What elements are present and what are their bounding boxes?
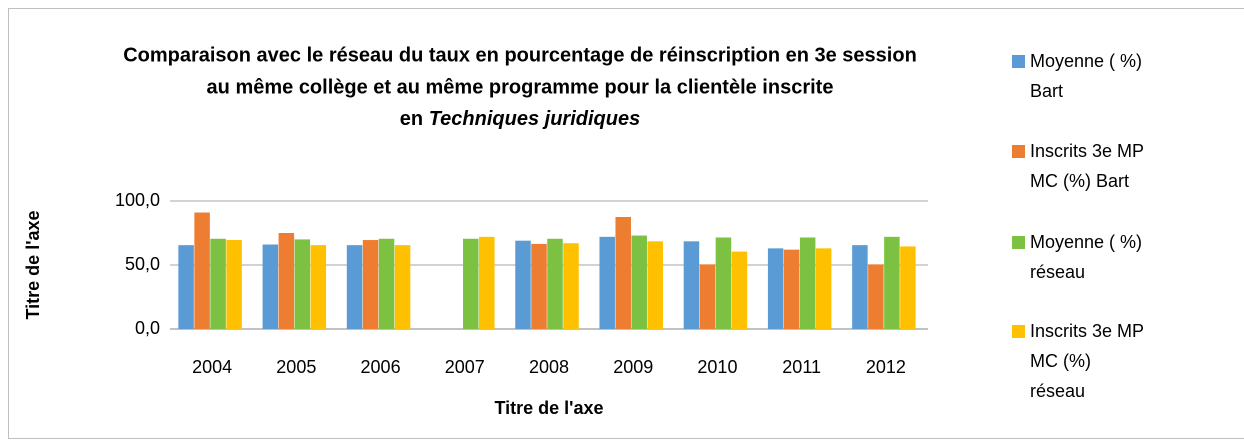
bar	[531, 243, 547, 329]
x-tick-label: 2004	[192, 357, 232, 377]
chart-title: en Techniques juridiques	[400, 108, 640, 130]
legend-label: Inscrits 3e MP MC (%) Bart	[1030, 141, 1144, 191]
chart-border	[8, 8, 1244, 439]
bar	[767, 248, 784, 329]
bar	[852, 245, 868, 329]
bar	[178, 245, 194, 329]
bar	[900, 246, 916, 329]
bar	[362, 240, 379, 329]
bar	[479, 236, 495, 329]
y-axis-title: Titre de l'axe	[23, 210, 43, 319]
chart-title-emphasis: Techniques juridiques	[429, 108, 641, 130]
bar	[210, 238, 226, 329]
x-tick-label: 2008	[529, 357, 569, 377]
bar	[226, 240, 242, 329]
x-tick-label: 2006	[361, 357, 401, 377]
bar	[647, 241, 663, 329]
chart-title: au même collège et au même programme pou…	[207, 76, 834, 98]
bar	[631, 235, 647, 329]
legend-swatch	[1012, 55, 1025, 68]
bar	[463, 238, 479, 329]
bar	[262, 244, 279, 329]
chart-title: en	[400, 108, 423, 130]
bar	[731, 251, 748, 329]
legend-swatch	[1012, 236, 1025, 249]
x-axis-title: Titre de l'axe	[494, 398, 603, 418]
chart-title: Comparaison avec le réseau du taux en po…	[123, 44, 917, 66]
bar	[547, 238, 563, 329]
bar	[563, 243, 579, 329]
bar	[346, 245, 363, 329]
y-tick-label: 0,0	[135, 318, 160, 338]
bar	[310, 245, 327, 329]
y-tick-label: 100,0	[115, 190, 160, 210]
x-tick-label: 2005	[276, 357, 316, 377]
legend-label: Inscrits 3e MP MC (%) réseau	[1030, 321, 1144, 401]
x-tick-label: 2011	[782, 357, 821, 377]
bar	[715, 237, 732, 329]
bar	[378, 238, 395, 329]
x-tick-label: 2009	[613, 357, 653, 377]
bar	[683, 241, 700, 329]
bar	[884, 236, 900, 329]
bar	[394, 245, 411, 329]
bar	[783, 249, 800, 329]
bar	[599, 236, 615, 329]
bar	[699, 264, 716, 329]
x-tick-label: 2012	[866, 357, 906, 377]
bar	[615, 217, 631, 329]
bar	[515, 240, 531, 329]
x-tick-label: 2007	[445, 357, 485, 377]
bar	[278, 233, 295, 329]
legend-label: Moyenne ( %) réseau	[1030, 232, 1143, 282]
legend-swatch	[1012, 325, 1025, 338]
legend-label: Moyenne ( %) Bart	[1030, 51, 1143, 101]
bar	[815, 248, 832, 329]
bar	[868, 264, 884, 329]
x-tick-label: 2010	[697, 357, 737, 377]
bar	[294, 239, 311, 329]
y-tick-label: 50,0	[125, 254, 160, 274]
bar	[799, 237, 816, 329]
legend-swatch	[1012, 145, 1025, 158]
bar	[194, 212, 210, 329]
